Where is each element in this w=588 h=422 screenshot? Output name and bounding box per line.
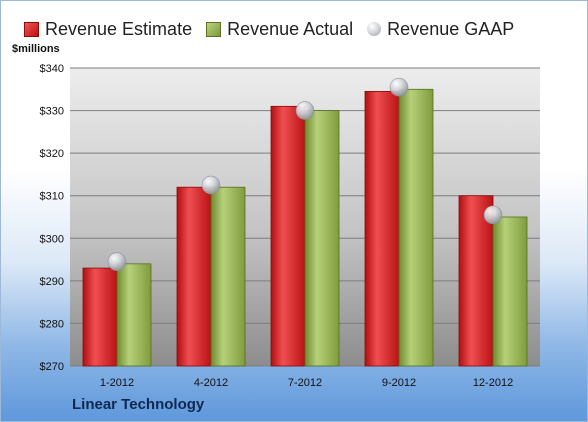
bar-revenue-actual [210,186,246,367]
y-tick-label: $330 [40,106,64,118]
bar-revenue-estimate [176,186,212,367]
x-axis-ticks: 1-2012 4-2012 7-2012 9-2012 12-2012 [100,377,513,389]
legend-item-actual: Revenue Actual [206,19,353,40]
bar-revenue-actual [116,263,152,367]
marker-revenue-gaap [295,101,315,120]
y-tick-label: $280 [40,318,64,330]
gaap-markers [107,77,503,272]
legend-item-gaap: Revenue GAAP [367,19,514,40]
legend-swatch-actual [206,21,222,37]
legend-swatch-estimate [24,21,39,37]
legend-label-gaap: Revenue GAAP [387,18,515,39]
y-tick-label: $320 [40,148,64,160]
y-axis-unit-label: $millions [12,43,60,55]
marker-revenue-gaap [389,77,409,97]
legend-marker-gaap [367,22,382,36]
bar-revenue-actual [304,110,340,367]
marker-revenue-gaap [201,175,221,195]
bars [82,88,528,367]
bar-revenue-estimate [364,91,400,367]
x-tick-label: 1-2012 [100,377,134,389]
x-tick-label: 4-2012 [194,377,228,389]
y-tick-label: $310 [40,191,64,203]
bar-revenue-estimate [270,105,306,367]
legend-label-estimate: Revenue Estimate [45,18,193,39]
y-axis-ticks: $270 $280 $290 $300 $310 $320 $330 $340 [40,63,64,373]
x-tick-label: 9-2012 [382,377,416,389]
legend-item-estimate: Revenue Estimate [24,19,192,40]
legend: Revenue Estimate Revenue Actual Revenue … [24,16,528,42]
bar-revenue-actual [398,88,434,367]
company-name: Linear Technology [72,396,205,413]
bar-revenue-actual [492,216,528,367]
y-tick-label: $340 [40,63,64,75]
bar-revenue-estimate [458,195,494,367]
y-tick-label: $300 [40,233,64,245]
marker-revenue-gaap [483,205,503,225]
x-tick-label: 7-2012 [288,377,322,389]
x-tick-label: 12-2012 [473,377,513,389]
bar-revenue-estimate [82,267,118,367]
marker-revenue-gaap [107,252,127,272]
legend-label-actual: Revenue Actual [227,18,354,39]
y-tick-label: $290 [40,276,64,288]
y-tick-label: $270 [40,361,64,373]
